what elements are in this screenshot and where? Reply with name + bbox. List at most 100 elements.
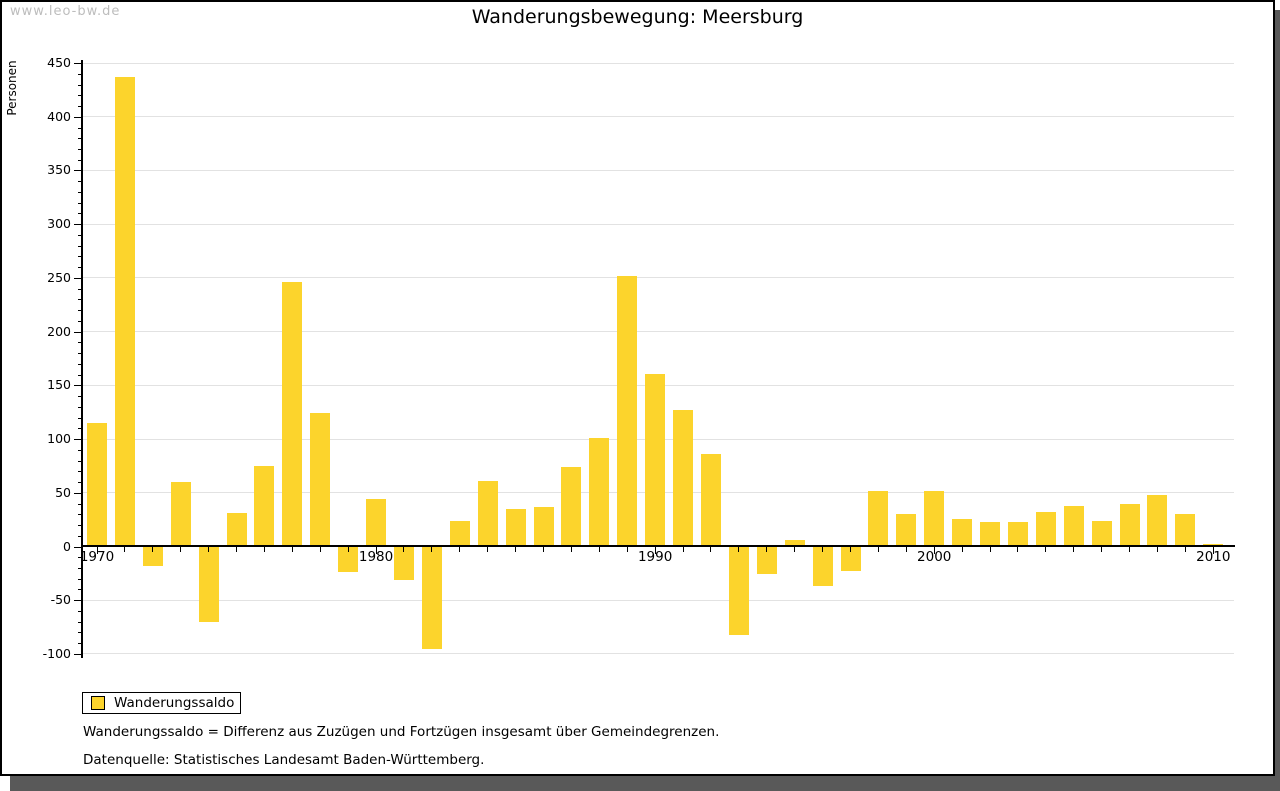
bar-1992 [700, 454, 721, 547]
x-tick-1975 [236, 547, 238, 552]
x-tick-1989 [626, 547, 628, 552]
bar-1981 [393, 546, 414, 580]
footnote-definition: Wanderungssaldo = Differenz aus Zuzügen … [83, 724, 720, 740]
x-tick-label-2000: 2000 [917, 549, 952, 565]
x-tick-1984 [487, 547, 489, 552]
y-tick-label-0: 0 [63, 538, 71, 554]
y-minor-tick--30 [77, 578, 82, 580]
x-tick-1994 [766, 547, 768, 552]
gridline--100 [82, 653, 1234, 655]
y-tick-label-50: 50 [55, 484, 71, 500]
y-minor-tick-80 [77, 460, 82, 462]
x-tick-2004 [1045, 547, 1047, 552]
bar-1986 [533, 506, 554, 547]
bar-2007 [1119, 503, 1140, 547]
x-tick-2009 [1184, 547, 1186, 552]
x-tick-2002 [989, 547, 991, 552]
chart-panel: www.leo-bw.de Wanderungsbewegung: Meersb… [0, 0, 1275, 776]
y-tick--100 [74, 653, 82, 655]
x-tick-1992 [710, 547, 712, 552]
y-minor-tick--40 [77, 589, 82, 591]
legend-swatch [91, 696, 105, 710]
y-minor-tick-420 [77, 95, 82, 97]
y-minor-tick-380 [77, 138, 82, 140]
bar-1972 [142, 546, 163, 566]
y-minor-tick--80 [77, 632, 82, 634]
x-tick-1985 [515, 547, 517, 552]
x-tick-1971 [124, 547, 126, 552]
bar-1996 [812, 546, 833, 587]
x-tick-1990 [654, 547, 656, 554]
bar-1997 [840, 546, 861, 572]
x-tick-2005 [1073, 547, 1075, 552]
bar-1971 [114, 77, 135, 547]
bar-1983 [449, 520, 470, 547]
bar-2002 [980, 521, 1001, 547]
y-tick-400 [74, 116, 82, 118]
bar-1998 [868, 490, 889, 547]
bar-2009 [1175, 514, 1196, 547]
x-tick-1976 [263, 547, 265, 552]
x-tick-1982 [431, 547, 433, 552]
y-minor-tick-110 [77, 428, 82, 430]
x-tick-1974 [208, 547, 210, 552]
y-minor-tick--20 [77, 567, 82, 569]
y-minor-tick-120 [77, 417, 82, 419]
plot-area: -100 -50 0 50 100 150 200 250 300 350 400 450 1970 19… [2, 2, 1273, 692]
x-tick-2001 [961, 547, 963, 552]
bar-1974 [198, 546, 219, 622]
bar-1977 [282, 282, 303, 547]
bar-1976 [254, 465, 275, 547]
y-minor-tick--90 [77, 643, 82, 645]
x-tick-1995 [794, 547, 796, 552]
x-tick-1987 [570, 547, 572, 552]
y-tick-350 [74, 170, 82, 172]
x-tick-1981 [403, 547, 405, 552]
footnote-source: Datenquelle: Statistisches Landesamt Bad… [83, 752, 485, 768]
bar-1987 [561, 467, 582, 547]
y-minor-tick-290 [77, 234, 82, 236]
y-tick-label-200: 200 [47, 323, 71, 339]
legend-label: Wanderungssaldo [114, 695, 235, 711]
y-minor-tick-370 [77, 149, 82, 150]
x-tick-2008 [1156, 547, 1158, 552]
y-tick-300 [74, 224, 82, 226]
x-tick-1993 [738, 547, 740, 552]
gridline-250 [82, 277, 1234, 279]
y-tick-label-150: 150 [47, 377, 71, 393]
y-minor-tick-440 [77, 73, 82, 75]
bar-1982 [421, 546, 442, 649]
x-tick-1997 [850, 547, 851, 552]
y-minor-tick--60 [77, 610, 82, 612]
x-tick-1991 [682, 547, 684, 552]
bar-2008 [1147, 494, 1168, 547]
bar-2005 [1063, 505, 1084, 547]
y-tick--50 [74, 600, 82, 602]
y-tick-label-250: 250 [47, 269, 71, 285]
y-minor-tick-60 [77, 482, 82, 484]
legend: Wanderungssaldo [82, 692, 241, 714]
y-tick-label-400: 400 [47, 108, 71, 124]
y-tick-100 [74, 439, 82, 441]
x-tick-1977 [291, 547, 293, 552]
x-tick-label-1980: 1980 [358, 549, 394, 565]
y-minor-tick-270 [77, 256, 82, 258]
y-tick-label-350: 350 [47, 162, 71, 178]
y-minor-tick-70 [77, 471, 82, 473]
y-minor-tick-390 [77, 127, 82, 129]
y-tick-label--50: -50 [50, 592, 71, 608]
x-tick-label-1970: 1970 [79, 549, 115, 565]
y-minor-tick-170 [77, 363, 82, 365]
y-tick-250 [74, 277, 82, 279]
y-axis-line [81, 60, 83, 658]
y-minor-tick-320 [77, 202, 82, 204]
y-minor-tick--10 [77, 557, 82, 559]
y-minor-tick-260 [77, 267, 82, 269]
y-minor-tick-180 [77, 353, 82, 355]
y-minor-tick-130 [77, 406, 82, 408]
y-tick-50 [74, 492, 82, 494]
x-tick-1978 [319, 547, 321, 552]
gridline-300 [82, 223, 1234, 225]
x-tick-1972 [152, 547, 154, 552]
y-minor-tick-340 [77, 181, 82, 183]
